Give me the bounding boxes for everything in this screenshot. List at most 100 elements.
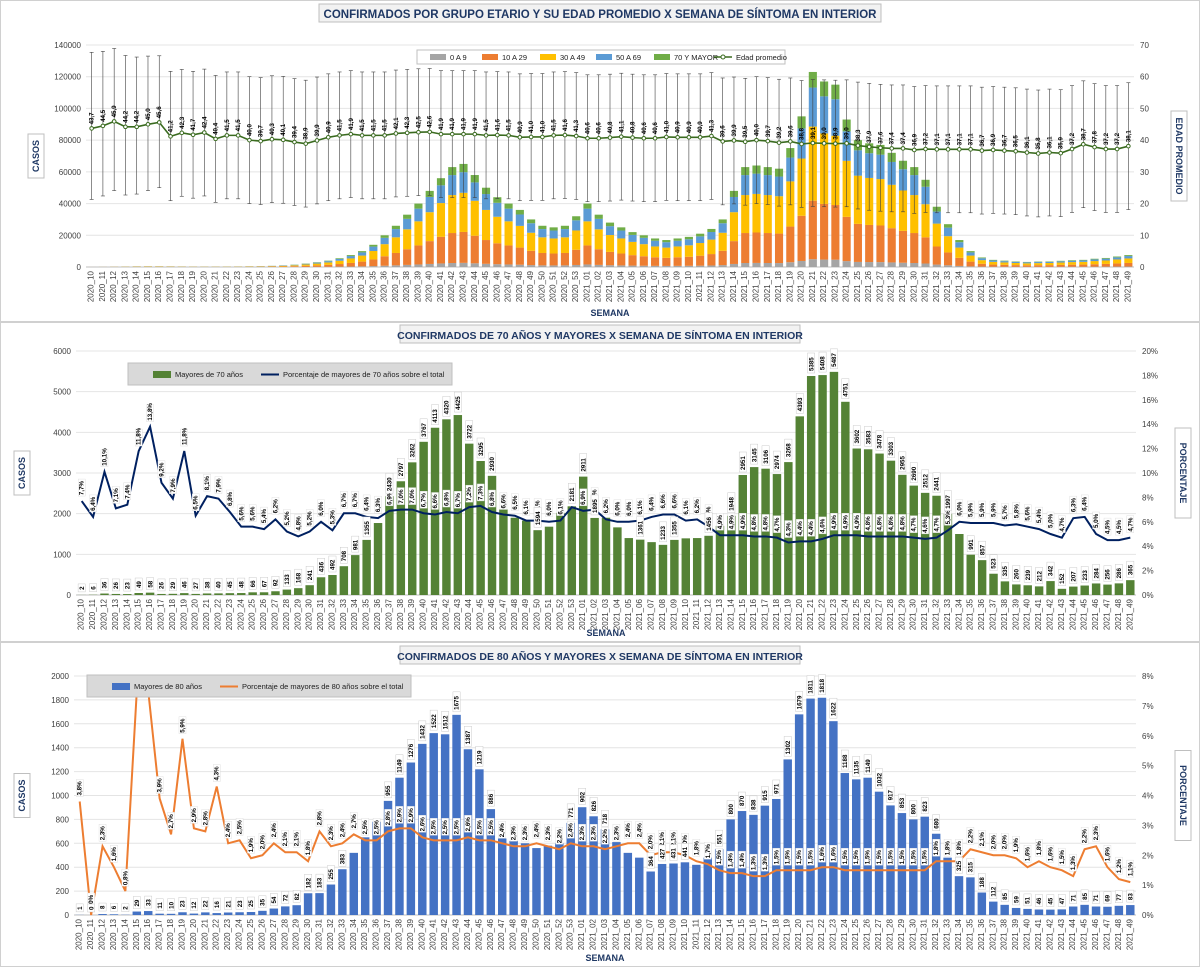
x-tick-label: 2021_32	[932, 270, 941, 302]
bar-50-a-69	[673, 240, 682, 247]
point-edad-promedio	[449, 131, 455, 137]
pct-label-box	[1001, 503, 1009, 521]
data-label-pct: 6,4%	[649, 496, 656, 511]
pct-label-box	[123, 482, 131, 500]
pct-label-box	[612, 824, 621, 842]
x-tick-label: 2021_39	[1011, 598, 1020, 630]
bar-0-a-9	[358, 266, 367, 267]
x-tick-label: 2021_24	[840, 918, 849, 950]
bar-70-y-mayor	[391, 225, 400, 230]
legend-entry: 10 A 29	[502, 53, 527, 62]
x-tick-label: 2020_39	[406, 918, 415, 950]
value-label-box	[773, 450, 781, 472]
y2-tick-label: 70	[1140, 41, 1149, 50]
x-tick-label: 2021_14	[726, 598, 735, 630]
x-tick-label: 2021_35	[966, 270, 975, 302]
data-label-pct: 6,5%	[512, 495, 519, 510]
pct-label-box	[602, 497, 610, 515]
data-label-edad: 36,1	[1046, 136, 1053, 149]
x-tick-label: 2020_33	[339, 598, 348, 630]
bar-10-a-29	[414, 245, 423, 265]
data-label-pct: 6,0%	[614, 501, 621, 516]
bar-10-a-29	[898, 230, 908, 263]
bar-30-a-49	[921, 204, 930, 238]
value-label-box	[454, 391, 462, 413]
value-label-box	[248, 577, 257, 590]
data-label-pct: 1,5%	[910, 850, 917, 865]
value-label-box	[144, 895, 153, 909]
bar-10-a-29	[639, 256, 648, 266]
pct-label-box	[578, 824, 586, 842]
data-label-value: 2	[79, 586, 86, 590]
bar-mayores-de-70-años	[100, 593, 109, 595]
data-label-value: 241	[307, 569, 314, 580]
data-label-edad: 37,8	[1092, 131, 1099, 144]
point-edad-promedio	[664, 134, 669, 140]
x-tick-label: 2020_22	[222, 270, 231, 302]
value-label-box	[898, 793, 906, 811]
data-label-pct: 6,8%	[443, 491, 450, 506]
bar-50-a-69	[628, 234, 637, 242]
bar-10-a-29	[560, 252, 569, 266]
x-tick-label: 2020_38	[396, 598, 405, 630]
bar-10-a-29	[662, 257, 671, 266]
data-label-value: 168	[295, 572, 302, 583]
point-edad-promedio	[528, 134, 534, 140]
value-label-box	[761, 786, 769, 803]
bar-50-a-69	[932, 211, 941, 224]
bar-mayores-de-80-años	[223, 912, 233, 915]
data-label-edad: 45,0	[145, 108, 152, 121]
data-label-value: 551	[716, 833, 723, 844]
value-label-box	[932, 472, 941, 493]
x-tick-label: 2021_29	[898, 270, 907, 302]
y-tick-label: 5000	[53, 388, 71, 397]
x-tick-label: 2020_18	[166, 918, 175, 950]
x-tick-label: 2021_02	[594, 270, 603, 302]
x-tick-label: 2021_26	[863, 598, 872, 630]
pct-label-box	[294, 514, 302, 532]
bar-0-a-9	[515, 264, 524, 267]
data-label-pct: 4,8%	[888, 516, 895, 531]
x-tick-label: 2021_06	[634, 918, 643, 950]
value-label-box	[351, 535, 360, 553]
x-tick-label: 2020_38	[394, 918, 403, 950]
x-tick-label: 2020_49	[526, 270, 535, 302]
bar-mayores-de-80-años	[1046, 909, 1055, 915]
data-label-edad: 39,1	[810, 126, 817, 139]
bar-50-a-69	[944, 227, 953, 237]
bar-0-a-9	[436, 263, 446, 267]
value-label-box	[429, 709, 438, 731]
bar-30-a-49	[662, 247, 671, 258]
data-label-value: 1149	[865, 759, 872, 773]
pct-label-box	[716, 513, 724, 531]
chart-title-box	[318, 3, 882, 23]
bar-mayores-de-80-años	[246, 912, 256, 915]
data-label-pct: 2,1%	[979, 832, 986, 847]
data-label-value: 133	[284, 574, 291, 585]
value-label-box	[271, 576, 280, 589]
x-tick-label: 2020_30	[305, 598, 314, 630]
x-tick-label: 2021_12	[704, 598, 713, 630]
point-edad-promedio	[202, 130, 207, 135]
bar-50-a-69	[312, 262, 322, 264]
x-tick-label: 2020_33	[337, 918, 346, 950]
value-label-box	[1035, 894, 1043, 907]
value-label-box	[806, 675, 815, 696]
bar-30-a-49	[493, 216, 502, 244]
value-label-box	[224, 897, 232, 910]
pct-label-box	[1092, 511, 1100, 530]
value-label-box	[1103, 565, 1112, 582]
data-label-edad: 40,8	[630, 121, 637, 134]
bar-mayores-de-80-años	[1034, 909, 1044, 915]
data-label-pct: 4,4%	[797, 521, 804, 536]
data-label-value: 870	[739, 795, 746, 806]
data-label-edad: 40,6	[641, 122, 648, 135]
data-label-value: 38	[204, 581, 211, 588]
bar-30-a-49	[369, 251, 378, 260]
point-edad-promedio	[416, 129, 421, 135]
data-label-edad: 42,1	[393, 117, 400, 130]
legend-box	[86, 674, 412, 698]
bar-mayores-de-70-años	[294, 588, 303, 595]
pct-label-box	[807, 519, 815, 537]
pct-label-box	[921, 847, 929, 866]
